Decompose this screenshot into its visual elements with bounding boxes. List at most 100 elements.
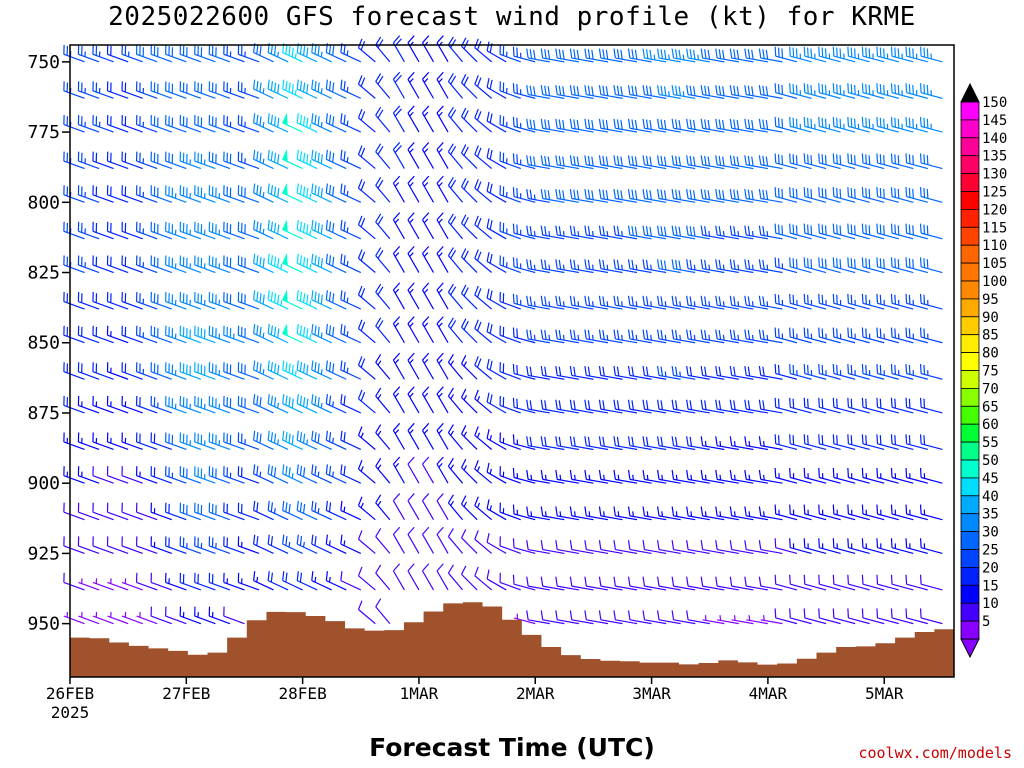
barb-staff	[819, 125, 841, 133]
wind-barb	[392, 563, 405, 591]
barb-staff	[136, 123, 158, 133]
barb-full-flag	[663, 156, 667, 167]
barb-staff	[92, 545, 114, 554]
wind-barb	[340, 79, 362, 99]
barb-staff	[775, 92, 798, 99]
wind-barb	[253, 79, 274, 99]
barb-full-flag	[850, 294, 853, 305]
barb-half-flag	[533, 264, 536, 270]
wind-barb	[407, 316, 420, 344]
barb-staff	[253, 473, 274, 484]
barb-staff	[311, 439, 332, 451]
barb-staff	[340, 228, 362, 240]
barb-staff	[407, 253, 420, 273]
barb-full-flag	[256, 432, 259, 442]
barb-full-flag	[883, 188, 885, 199]
barb-full-flag	[587, 189, 591, 200]
barb-staff	[407, 149, 420, 169]
barb-staff	[920, 302, 943, 310]
wind-barb	[461, 388, 478, 414]
barb-full-flag	[325, 394, 328, 404]
barb-full-flag	[392, 316, 401, 325]
barb-full-flag	[890, 364, 893, 374]
wind-barb	[526, 576, 550, 591]
barb-full-flag	[461, 144, 467, 154]
barb-full-flag	[256, 151, 259, 161]
barb-full-flag	[686, 436, 689, 446]
barb-full-flag	[516, 188, 518, 198]
barb-full-flag	[883, 48, 885, 59]
barb-full-flag	[311, 534, 314, 545]
barb-full-flag	[392, 352, 401, 361]
barb-full-flag	[894, 258, 897, 268]
barb-staff	[658, 268, 681, 274]
wind-barb	[584, 540, 609, 554]
barb-staff	[571, 93, 594, 99]
wind-barb	[499, 221, 521, 240]
x-axis-label: Forecast Time (UTC)	[369, 733, 655, 762]
wind-barb	[267, 360, 289, 380]
barb-half-flag	[309, 193, 312, 200]
barb-full-flag	[529, 119, 533, 129]
wind-barb	[700, 399, 725, 414]
barb-staff	[267, 122, 289, 133]
barb-staff	[702, 585, 725, 591]
wind-barb	[194, 536, 216, 554]
wind-barb	[598, 540, 623, 554]
colorbar-label: 130	[982, 167, 1007, 183]
colorbar-label: 50	[982, 453, 999, 469]
barb-full-flag	[890, 434, 893, 444]
wind-barb	[121, 221, 143, 240]
barb-staff	[833, 266, 856, 274]
barb-full-flag	[422, 35, 430, 44]
barb-staff	[920, 443, 943, 451]
wind-barb	[407, 386, 420, 414]
barb-full-flag	[631, 189, 634, 200]
barb-staff	[121, 160, 143, 170]
wind-barb	[847, 327, 870, 344]
wind-barb	[486, 532, 507, 554]
barb-staff	[474, 434, 493, 450]
barb-full-flag	[259, 363, 262, 373]
wind-barb	[847, 46, 870, 63]
wind-barb	[282, 534, 303, 554]
barb-full-flag	[340, 220, 343, 230]
barb-full-flag	[777, 364, 780, 375]
barb-full-flag	[584, 329, 587, 340]
barb-staff	[209, 53, 231, 63]
wind-barb	[499, 81, 521, 99]
wind-barb	[584, 85, 609, 99]
barb-staff	[421, 149, 435, 169]
barb-full-flag	[777, 154, 780, 164]
barb-full-flag	[810, 84, 813, 95]
wind-barb	[357, 496, 376, 521]
barb-staff	[644, 619, 667, 625]
wind-barb	[613, 295, 638, 310]
wind-barb	[340, 253, 362, 274]
barb-full-flag	[555, 329, 558, 340]
wind-barb	[613, 48, 638, 63]
wind-barb	[832, 327, 856, 344]
wind-barb	[847, 153, 870, 170]
barb-full-flag	[296, 79, 299, 90]
barb-full-flag	[291, 364, 294, 375]
wind-barb	[540, 259, 565, 274]
barb-full-flag	[267, 323, 270, 334]
barb-full-flag	[649, 49, 652, 60]
wind-barb	[267, 149, 289, 170]
barb-half-flag	[256, 576, 259, 583]
barb-full-flag	[689, 259, 693, 270]
wind-barb	[165, 255, 187, 274]
barb-full-flag	[296, 464, 299, 474]
barb-staff	[375, 151, 391, 169]
barb-full-flag	[270, 81, 274, 91]
wind-barb	[237, 395, 260, 414]
colorbar-label: 30	[982, 525, 999, 541]
barb-full-flag	[715, 329, 718, 340]
barb-full-flag	[657, 225, 660, 236]
barb-staff	[746, 338, 768, 344]
wind-barb	[121, 395, 143, 414]
wind-barb	[758, 85, 783, 99]
barb-staff	[311, 52, 332, 63]
wind-barb	[237, 151, 260, 170]
